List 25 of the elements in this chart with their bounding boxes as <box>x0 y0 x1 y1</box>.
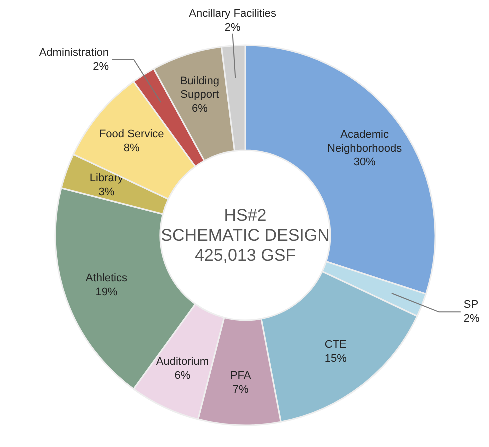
data-label: 2% <box>464 312 480 325</box>
text: SCHEMATIC DESIGN <box>161 226 330 245</box>
slice-label: Academic Neighborhoods <box>328 129 403 155</box>
slice-label: SP <box>464 299 479 312</box>
slice-label: PFA <box>230 370 252 382</box>
text: 425,013 GSF <box>194 246 296 265</box>
data-label: 6% <box>174 370 191 382</box>
data-label: 30% <box>354 156 376 169</box>
data-label: 8% <box>124 142 140 154</box>
data-label: 19% <box>96 286 118 298</box>
data-label: 15% <box>324 352 348 365</box>
data-label: 6% <box>192 103 208 116</box>
slice-label: Auditorium <box>156 356 209 368</box>
slice-label: Food Service <box>99 128 164 141</box>
slice-label: CTE <box>324 339 347 352</box>
data-label: 3% <box>98 186 115 198</box>
data-label: 2% <box>224 22 241 34</box>
data-label: 2% <box>93 60 110 73</box>
slice-label: Building Support <box>180 75 220 102</box>
data-label: 7% <box>232 384 250 396</box>
slice-label: Ancillary Facilities <box>189 8 278 20</box>
slice-label: Athletics <box>86 272 128 285</box>
slice-label: Library <box>90 172 124 185</box>
slice-label: Administration <box>39 46 110 59</box>
text: HS#2 <box>224 206 267 225</box>
